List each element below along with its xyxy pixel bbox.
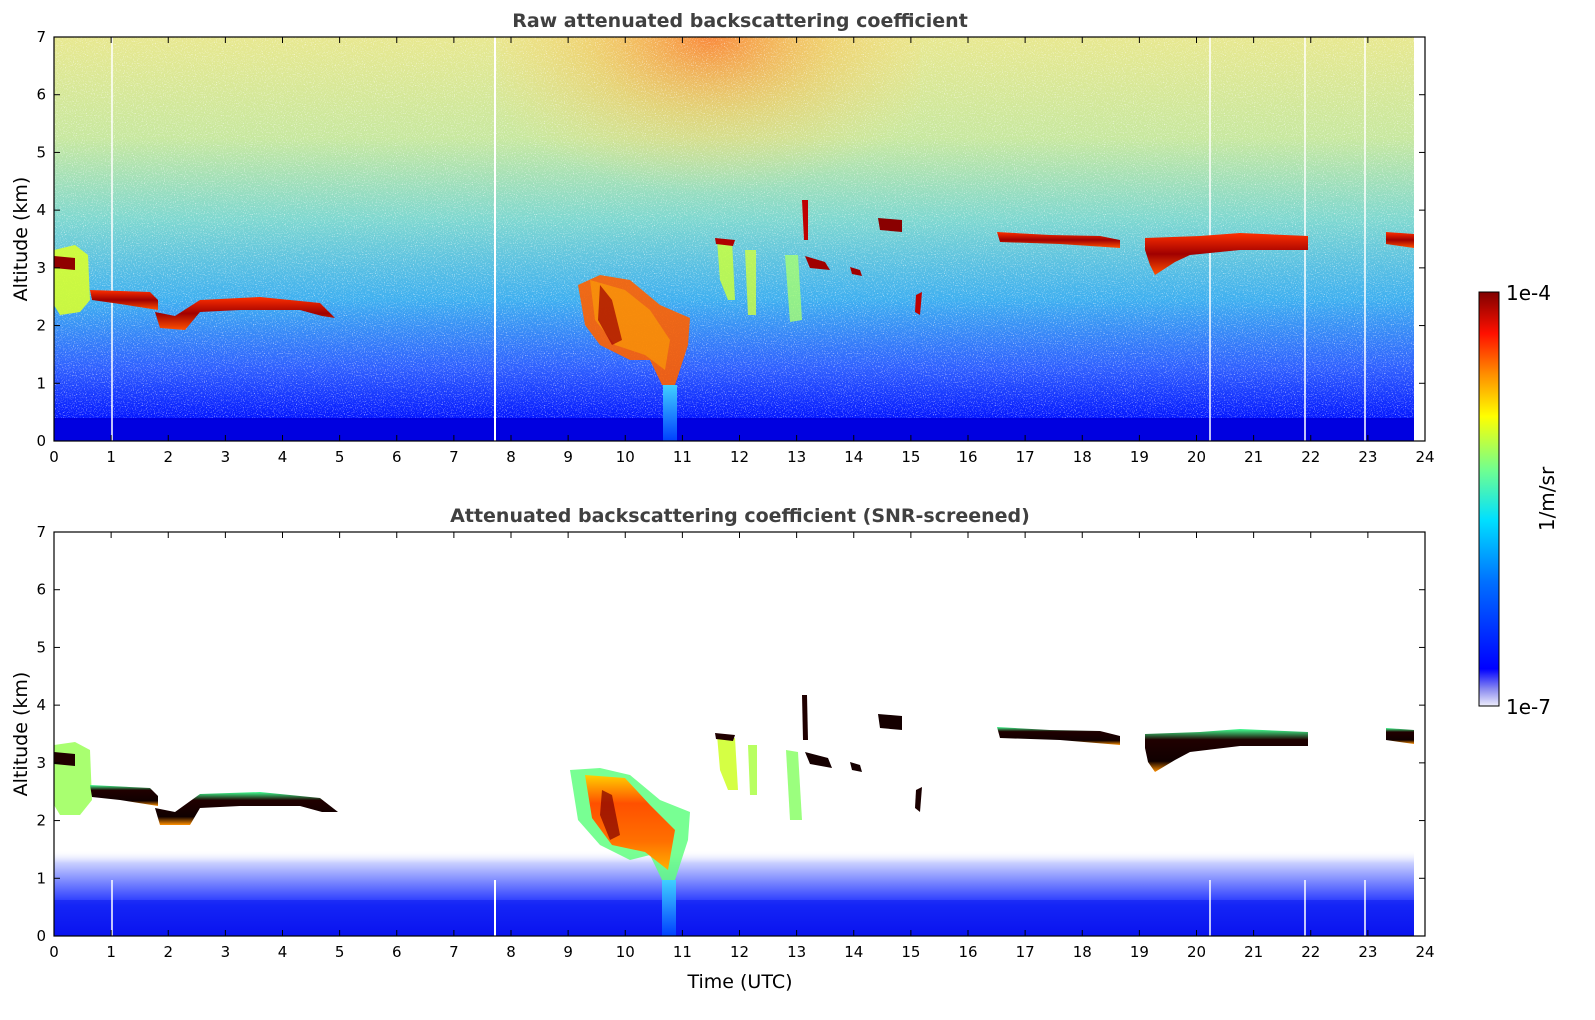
colorbar-unit-label: 1/m/sr — [1535, 466, 1559, 531]
raw-x-tick-label: 22 — [1301, 448, 1320, 466]
raw-x-tick-label: 12 — [730, 448, 749, 466]
raw-x-tick-label: 15 — [901, 448, 920, 466]
raw-x-tick-label: 6 — [392, 448, 402, 466]
raw-backscatter-panel: 0 1 2 3 4 5 6 7 8 9 10 11 12 13 14 15 16 17 18 19 20 21 22 23 24… — [10, 10, 1435, 466]
raw-y-axis-label: Altitude (km) — [10, 177, 32, 302]
screened-x-tick-label: 22 — [1301, 943, 1320, 961]
raw-x-tick-label: 8 — [506, 448, 516, 466]
raw-y-tick-label: 6 — [36, 86, 46, 104]
screened-y-tick-label: 1 — [36, 869, 46, 887]
screened-x-tick-label: 18 — [1073, 943, 1092, 961]
screened-y-tick-label: 0 — [36, 927, 46, 945]
screened-x-tick-label: 12 — [730, 943, 749, 961]
screened-x-tick-label: 7 — [449, 943, 459, 961]
screened-x-tick-label: 19 — [1130, 943, 1149, 961]
colorbar-max-label: 1e-4 — [1506, 281, 1551, 305]
screened-y-tick-label: 3 — [36, 754, 46, 772]
raw-x-tick-label: 1 — [106, 448, 116, 466]
raw-x-tick-label: 17 — [1016, 448, 1035, 466]
raw-x-tick-label: 9 — [563, 448, 573, 466]
colorbar: 1e-4 1e-7 1/m/sr — [1478, 281, 1559, 719]
screened-x-tick-label: 5 — [335, 943, 345, 961]
raw-chart-title: Raw attenuated backscattering coefficien… — [512, 10, 968, 32]
raw-x-tick-label: 10 — [616, 448, 635, 466]
screened-x-tick-label: 16 — [958, 943, 977, 961]
raw-x-tick-label: 24 — [1415, 448, 1434, 466]
screened-y-tick-labels: 0 1 2 3 4 5 6 7 — [36, 523, 1425, 945]
raw-x-tick-label: 16 — [958, 448, 977, 466]
screened-x-tick-label: 17 — [1016, 943, 1035, 961]
raw-x-tick-label: 20 — [1187, 448, 1206, 466]
raw-x-tick-label: 7 — [449, 448, 459, 466]
colorbar-min-label: 1e-7 — [1506, 695, 1551, 719]
screened-x-tick-label: 10 — [616, 943, 635, 961]
screened-y-tick-label: 7 — [36, 523, 46, 541]
screened-y-tick-label: 4 — [36, 696, 46, 714]
raw-y-tick-label: 3 — [36, 259, 46, 277]
screened-x-tick-label: 0 — [49, 943, 59, 961]
raw-y-tick-label: 7 — [36, 28, 46, 46]
raw-x-tick-label: 3 — [221, 448, 231, 466]
raw-y-tick-label: 0 — [36, 432, 46, 450]
raw-x-tick-label: 21 — [1244, 448, 1263, 466]
screened-x-tick-labels: 0 1 2 3 4 5 6 7 8 9 10 11 12 13 14 15 16 17 18 19 20 21 22 23 24 — [49, 532, 1435, 961]
raw-x-tick-label: 18 — [1073, 448, 1092, 466]
raw-heatmap — [54, 37, 1414, 441]
screened-x-tick-label: 15 — [901, 943, 920, 961]
screened-y-axis-label: Altitude (km) — [10, 672, 32, 797]
raw-x-tick-label: 13 — [787, 448, 806, 466]
raw-x-tick-label: 4 — [278, 448, 288, 466]
screened-x-tick-label: 4 — [278, 943, 288, 961]
raw-x-tick-label: 2 — [163, 448, 173, 466]
screened-x-tick-label: 3 — [221, 943, 231, 961]
screened-backscatter-panel: 0 1 2 3 4 5 6 7 8 9 10 11 12 13 14 15 16 17 18 19 20 21 22 23 24… — [10, 505, 1435, 993]
raw-x-tick-label: 23 — [1358, 448, 1377, 466]
screened-x-tick-label: 23 — [1358, 943, 1377, 961]
raw-x-tick-label: 0 — [49, 448, 59, 466]
raw-x-tick-label: 14 — [844, 448, 863, 466]
raw-y-tick-label: 2 — [36, 317, 46, 335]
screened-x-tick-label: 24 — [1415, 943, 1434, 961]
raw-x-tick-label: 5 — [335, 448, 345, 466]
screened-x-tick-label: 21 — [1244, 943, 1263, 961]
screened-heatmap — [54, 532, 1425, 936]
raw-x-tick-label: 11 — [673, 448, 692, 466]
screened-x-tick-label: 20 — [1187, 943, 1206, 961]
raw-y-tick-labels: 0 1 2 3 4 5 6 7 — [36, 28, 1425, 450]
colorbar-gradient — [1478, 291, 1500, 707]
screened-x-tick-label: 9 — [563, 943, 573, 961]
screened-y-tick-label: 6 — [36, 581, 46, 599]
screened-x-tick-label: 13 — [787, 943, 806, 961]
screened-x-tick-label: 1 — [106, 943, 116, 961]
screened-x-tick-label: 14 — [844, 943, 863, 961]
screened-x-tick-label: 6 — [392, 943, 402, 961]
raw-y-tick-label: 4 — [36, 201, 46, 219]
screened-y-tick-label: 2 — [36, 812, 46, 830]
raw-y-tick-label: 1 — [36, 374, 46, 392]
screened-y-tick-label: 5 — [36, 638, 46, 656]
screened-x-tick-label: 11 — [673, 943, 692, 961]
screened-chart-title: Attenuated backscattering coefficient (S… — [450, 505, 1030, 527]
screened-x-tick-label: 2 — [163, 943, 173, 961]
raw-y-tick-label: 5 — [36, 143, 46, 161]
screened-x-tick-label: 8 — [506, 943, 516, 961]
raw-x-tick-label: 19 — [1130, 448, 1149, 466]
raw-x-tick-labels: 0 1 2 3 4 5 6 7 8 9 10 11 12 13 14 15 16 17 18 19 20 21 22 23 24 — [49, 37, 1435, 466]
x-axis-label: Time (UTC) — [686, 971, 792, 993]
